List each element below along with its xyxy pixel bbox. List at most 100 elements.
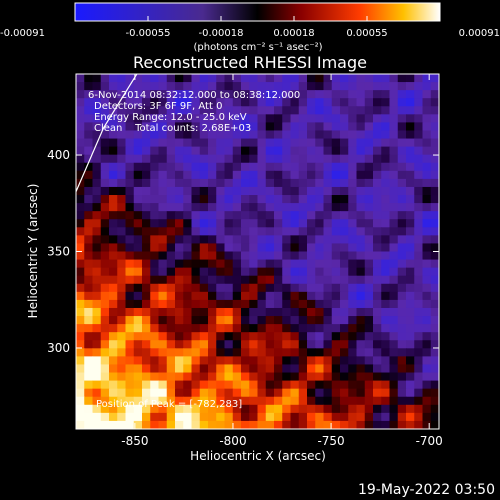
heatmap-cell [422,82,432,91]
heatmap-cell [84,316,94,325]
heatmap-cell [133,130,143,140]
heatmap-cell [166,348,176,357]
heatmap-cell [208,146,217,156]
heatmap-cell [109,267,118,277]
heatmap-cell [76,227,85,236]
heatmap-cell [216,388,226,398]
heatmap-cell [216,154,226,164]
heatmap-cell [282,380,292,390]
heatmap-cell [208,316,217,325]
heatmap-cell [331,380,341,390]
heatmap-cell [158,122,168,132]
heatmap-cell [133,251,143,261]
heatmap-cell [232,170,242,180]
heatmap-cell [274,178,283,188]
heatmap-cell [216,332,226,341]
heatmap-cell [183,372,193,382]
heatmap-cell [290,211,300,220]
heatmap-cell [208,186,217,196]
heatmap-cell [199,130,209,140]
heatmap-cell [208,203,217,212]
heatmap-cell [430,412,439,422]
heatmap-cell [166,404,176,414]
heatmap-cell [315,364,325,374]
heatmap-cell [183,420,193,429]
heatmap-cell [331,267,341,277]
heatmap-cell [414,178,424,188]
heatmap-cell [364,74,374,83]
heatmap-cell [84,348,94,357]
heatmap-cell [133,82,143,91]
heatmap-cell [241,195,250,204]
heatmap-cell [257,138,267,148]
heatmap-cell [183,98,193,107]
heatmap-cell [298,275,308,285]
heatmap-cell [414,122,424,132]
heatmap-cell [298,74,308,83]
heatmap-cell [422,138,432,148]
heatmap-cell [274,380,283,390]
heatmap-cell [183,162,193,172]
heatmap-cell [373,195,382,204]
heatmap-cell [315,388,325,398]
heatmap-cell [76,170,85,180]
heatmap-cell [282,114,292,124]
heatmap-cell [133,324,143,333]
heatmap-cell [241,146,250,156]
heatmap-cell [183,211,193,220]
heatmap-cell [307,203,316,212]
heatmap-cell [232,324,242,333]
heatmap-cell [158,219,168,228]
heatmap-cell [84,356,94,366]
heatmap-cell [84,114,94,124]
heatmap-cell [208,340,217,349]
heatmap-cell [373,388,382,398]
heatmap-cell [274,348,283,357]
heatmap-cell [158,114,168,124]
heatmap-cell [397,146,407,156]
heatmap-cell [109,251,118,261]
heatmap-cell [117,227,127,236]
heatmap-cell [84,74,94,83]
heatmap-cell [232,154,242,164]
heatmap-cell [84,170,94,180]
heatmap-cell [430,307,439,317]
heatmap-cell [406,106,415,115]
heatmap-cell [406,162,415,172]
heatmap-cell [249,316,259,325]
heatmap-cell [406,138,415,148]
heatmap-cell [100,219,110,228]
heatmap-cell [241,348,250,357]
colorbar-tick-label: -0.00055 [126,28,171,39]
heatmap-cell [208,82,217,91]
heatmap-cell [191,162,201,172]
heatmap-cell [249,74,259,83]
heatmap-cell [298,251,308,261]
heatmap-cell [414,372,424,382]
heatmap-cell [389,348,399,357]
heatmap-cell [125,404,135,414]
heatmap-cell [356,388,366,398]
heatmap-cell [175,170,184,180]
heatmap-cell [125,324,135,333]
heatmap-cell [265,251,275,261]
heatmap-cell [373,307,382,317]
heatmap-cell [175,340,184,349]
heatmap-cell [340,275,349,285]
heatmap-cell [389,154,399,164]
heatmap-cell [84,106,94,115]
heatmap-cell [191,90,201,99]
heatmap-cell [100,74,110,83]
heatmap-cell [100,356,110,366]
heatmap-cell [348,170,358,180]
heatmap-cell [298,106,308,115]
heatmap-cell [257,162,267,172]
heatmap-cell [389,178,399,188]
heatmap-cell [274,251,283,261]
heatmap-cell [142,195,151,204]
heatmap-cell [109,316,118,325]
heatmap-cell [315,299,325,309]
heatmap-cell [249,154,259,164]
heatmap-cell [76,307,85,317]
heatmap-cell [232,388,242,398]
